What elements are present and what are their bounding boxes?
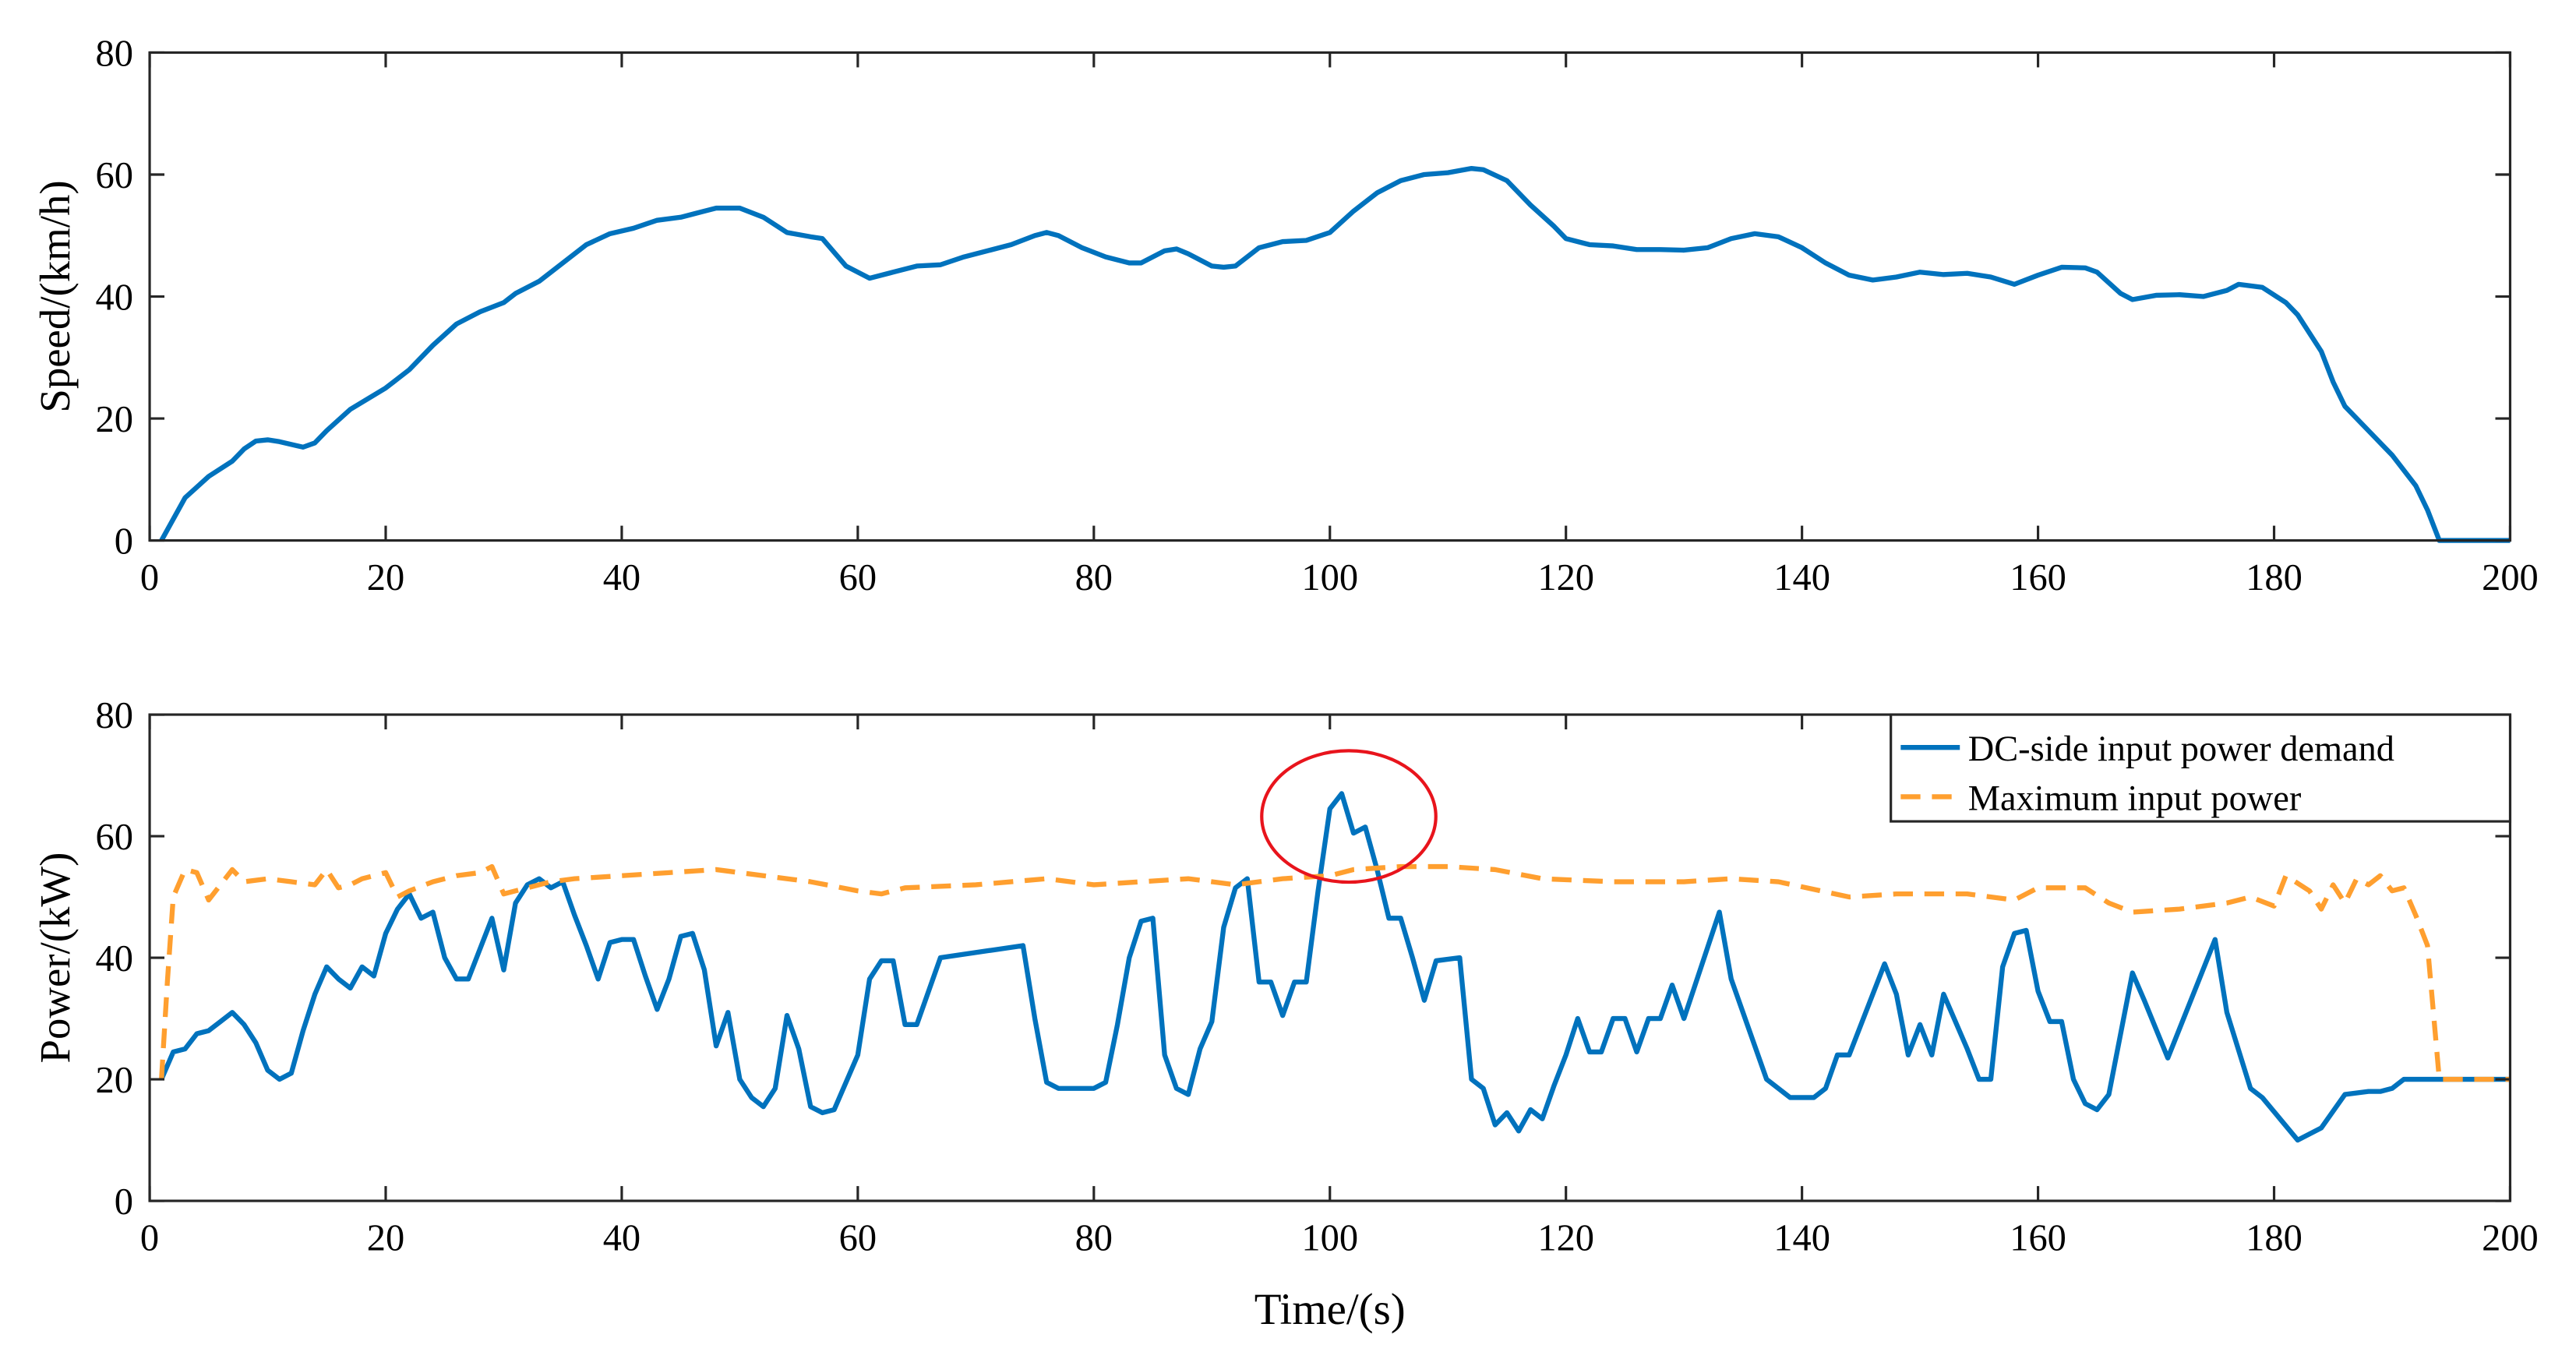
data-line [159,863,2511,1082]
x-tick-label: 160 [2010,1217,2066,1258]
y-tick-label: 80 [96,33,133,74]
x-tick-label: 200 [2482,1217,2539,1258]
y-axis-label: Power/(kW) [31,853,79,1064]
y-tick-label: 60 [96,155,133,196]
x-tick-label: 80 [1075,557,1113,598]
y-tick-label: 20 [96,1060,133,1101]
x-tick-label: 100 [1301,557,1358,598]
x-tick-label: 140 [1773,1217,1830,1258]
x-tick-label: 40 [603,1217,640,1258]
y-tick-label: 60 [96,817,133,858]
x-tick-label: 80 [1075,1217,1113,1258]
x-tick-label: 100 [1301,1217,1358,1258]
x-tick-label: 120 [1537,557,1594,598]
y-tick-label: 80 [96,695,133,736]
x-tick-label: 200 [2482,557,2539,598]
y-tick-label: 40 [96,277,133,318]
legend-label: Maximum input power [1968,778,2302,818]
x-axis-label: Time/(s) [1254,1285,1406,1334]
x-tick-label: 0 [140,557,159,598]
y-tick-label: 0 [115,521,133,562]
data-line [159,791,2511,1143]
x-tick-label: 180 [2246,1217,2303,1258]
x-tick-label: 120 [1537,1217,1594,1258]
x-tick-label: 160 [2010,557,2066,598]
highlight-circle [1260,749,1438,884]
legend-box [1890,713,2512,823]
y-axis-label: Speed/(km/h) [31,180,79,412]
x-tick-label: 40 [603,557,640,598]
x-tick-label: 180 [2246,557,2303,598]
x-tick-label: 140 [1773,557,1830,598]
data-line [159,166,2511,543]
y-tick-label: 0 [115,1181,133,1223]
x-tick-label: 60 [839,557,877,598]
x-tick-label: 20 [367,557,404,598]
x-tick-label: 20 [367,1217,404,1258]
y-tick-label: 20 [96,399,133,440]
x-tick-label: 0 [140,1217,159,1258]
x-tick-label: 60 [839,1217,877,1258]
legend-label: DC-side input power demand [1968,729,2394,769]
y-tick-label: 40 [96,938,133,980]
